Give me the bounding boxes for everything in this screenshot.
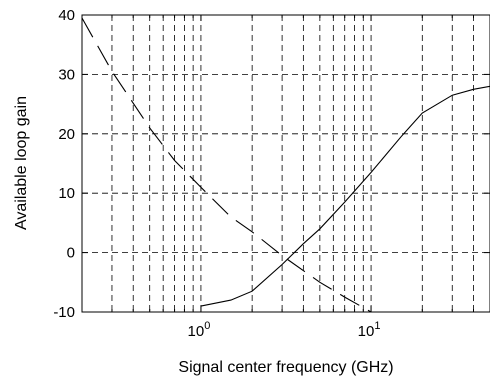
grid bbox=[82, 15, 490, 312]
y-tick-label: 0 bbox=[67, 245, 75, 262]
x-tick-label: 100 bbox=[188, 320, 211, 340]
x-axis-label: Signal center frequency (GHz) bbox=[178, 359, 393, 376]
series-line-2 bbox=[200, 85, 490, 307]
y-tick-label: 20 bbox=[58, 126, 75, 143]
series-line-1 bbox=[81, 17, 372, 313]
ticks bbox=[82, 14, 490, 313]
y-tick-label: 40 bbox=[58, 7, 75, 24]
plot-frame bbox=[81, 14, 490, 313]
y-tick-label: 10 bbox=[58, 185, 75, 202]
series-group bbox=[81, 17, 490, 313]
x-tick-label: 101 bbox=[358, 320, 381, 340]
x-tick-labels: 100 101 bbox=[188, 320, 381, 340]
y-axis-label: Available loop gain bbox=[13, 96, 30, 230]
x-tick-exponent: 1 bbox=[374, 320, 380, 332]
y-tick-labels: -10 0 10 20 30 40 bbox=[53, 7, 75, 321]
x-tick-base: 10 bbox=[188, 323, 205, 340]
y-tick-label: -10 bbox=[53, 304, 75, 321]
x-tick-exponent: 0 bbox=[204, 320, 210, 332]
x-tick-base: 10 bbox=[358, 323, 375, 340]
y-tick-label: 30 bbox=[58, 66, 75, 83]
